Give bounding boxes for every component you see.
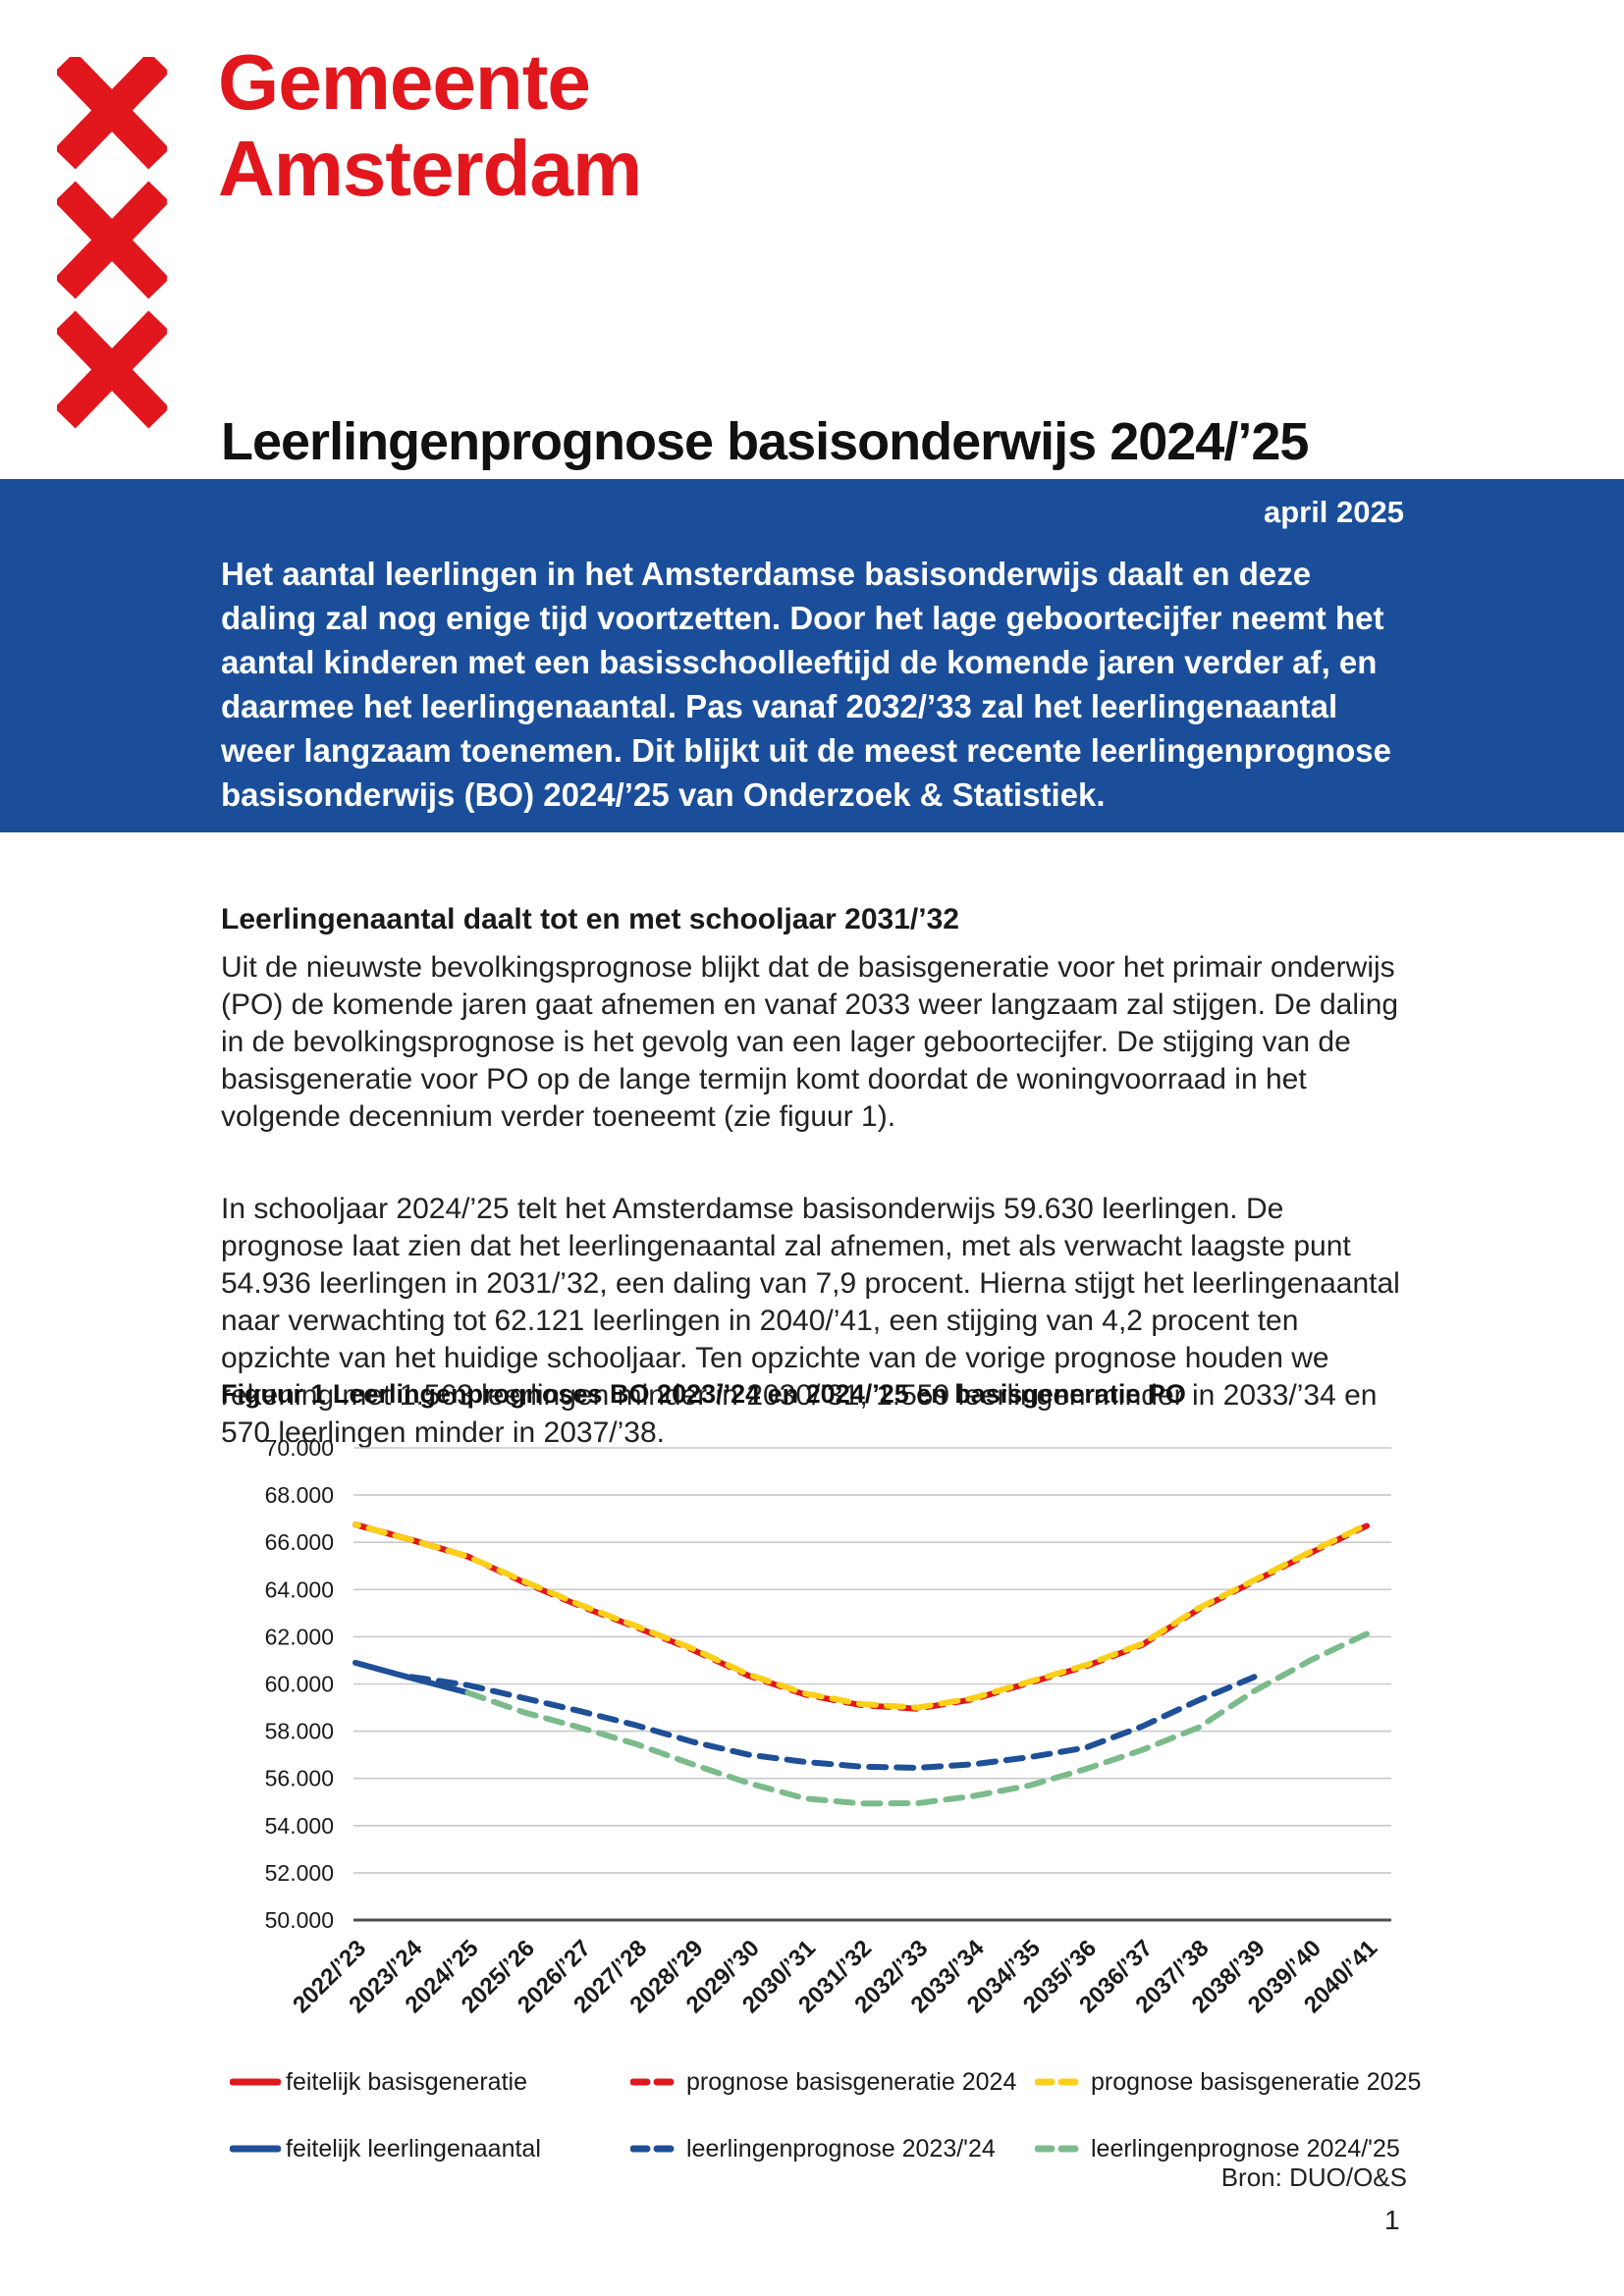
legend-item: leerlingenprognose 2023/'24 [630, 2134, 996, 2163]
section-heading: Leerlingenaantal daalt tot en met school… [221, 902, 959, 935]
chart-svg: 50.000 52.000 54.000 56.000 58.000 60.000 62.0… [265, 1435, 1391, 2018]
page-number: 1 [1384, 2205, 1400, 2235]
brand-line-1: Gemeente [218, 38, 591, 126]
y-axis-tick-label: 54.000 [265, 1813, 334, 1839]
y-axis-tick-label: 52.000 [265, 1860, 334, 1886]
intro-summary-text: Het aantal leerlingen in het Amsterdamse… [221, 556, 1391, 813]
y-axis-tick-label: 66.000 [265, 1529, 334, 1555]
legend-item: feitelijk leerlingenaantal [230, 2134, 541, 2163]
y-axis-tick-label: 58.000 [265, 1719, 334, 1744]
legend-label: feitelijk basisgeneratie [286, 2067, 527, 2096]
y-axis-tick-label: 60.000 [265, 1672, 334, 1697]
series-line-2 [352, 1522, 1370, 1711]
y-axis-tick-label: 70.000 [265, 1435, 334, 1461]
body-paragraph-2: In schooljaar 2024/’25 telt het Amsterda… [221, 1193, 1400, 1449]
page-title: Leerlingenprognose basisonderwijs 2024/’… [221, 412, 1309, 472]
legend-swatch-icon [630, 2145, 681, 2153]
y-axis-tick-label: 64.000 [265, 1576, 334, 1602]
andreas-cross-icon [57, 181, 167, 299]
y-axis-tick-label: 62.000 [265, 1624, 334, 1649]
line-chart: 50.000 52.000 54.000 56.000 58.000 60.000 62.0… [147, 1425, 1434, 2063]
legend-label: feitelijk leerlingenaantal [286, 2134, 541, 2163]
legend-swatch-icon [1035, 2078, 1086, 2086]
series-line-4 [408, 1674, 1258, 1771]
legend-item: prognose basisgeneratie 2024 [630, 2067, 1016, 2097]
legend-item: prognose basisgeneratie 2025 [1035, 2067, 1421, 2097]
legend-item: leerlingenprognose 2024/'25 [1035, 2134, 1400, 2163]
y-axis-tick-label: 56.000 [265, 1766, 334, 1791]
intro-banner-inner: april 2025 Het aantal leerlingen in het … [221, 479, 1404, 849]
publication-date: april 2025 [1263, 495, 1404, 529]
legend-label: leerlingenprognose 2024/'25 [1091, 2134, 1400, 2163]
andreas-cross-icon [57, 310, 167, 429]
legend-swatch-icon [630, 2078, 681, 2086]
y-axis-tick-label: 68.000 [265, 1482, 334, 1508]
series-line-1 [352, 1522, 1370, 1712]
body-paragraph-1: Uit de nieuwste bevolkingsprognose blijk… [221, 951, 1399, 1133]
intro-banner: april 2025 Het aantal leerlingen in het … [0, 479, 1624, 832]
brand-line-2: Amsterdam [218, 125, 642, 212]
source-note: Bron: DUO/O&S [1220, 2163, 1407, 2192]
amsterdam-logo-icon [57, 57, 167, 429]
legend-swatch-icon [230, 2145, 281, 2153]
legend-item: feitelijk basisgeneratie [230, 2067, 527, 2097]
legend-label: leerlingenprognose 2023/'24 [686, 2134, 996, 2163]
andreas-cross-icon [57, 57, 167, 170]
legend-swatch-icon [230, 2078, 281, 2086]
figure-caption: Figuur 1 Leerlingenprognoses BO 2023/’24… [221, 1379, 1186, 1409]
y-axis-tick-label: 50.000 [265, 1907, 334, 1933]
series-line-5 [464, 1630, 1370, 1807]
legend-label: prognose basisgeneratie 2024 [686, 2067, 1017, 2096]
brand-wordmark: Gemeente Amsterdam [218, 38, 642, 212]
legend-label: prognose basisgeneratie 2025 [1091, 2067, 1422, 2096]
legend-swatch-icon [1035, 2145, 1086, 2153]
